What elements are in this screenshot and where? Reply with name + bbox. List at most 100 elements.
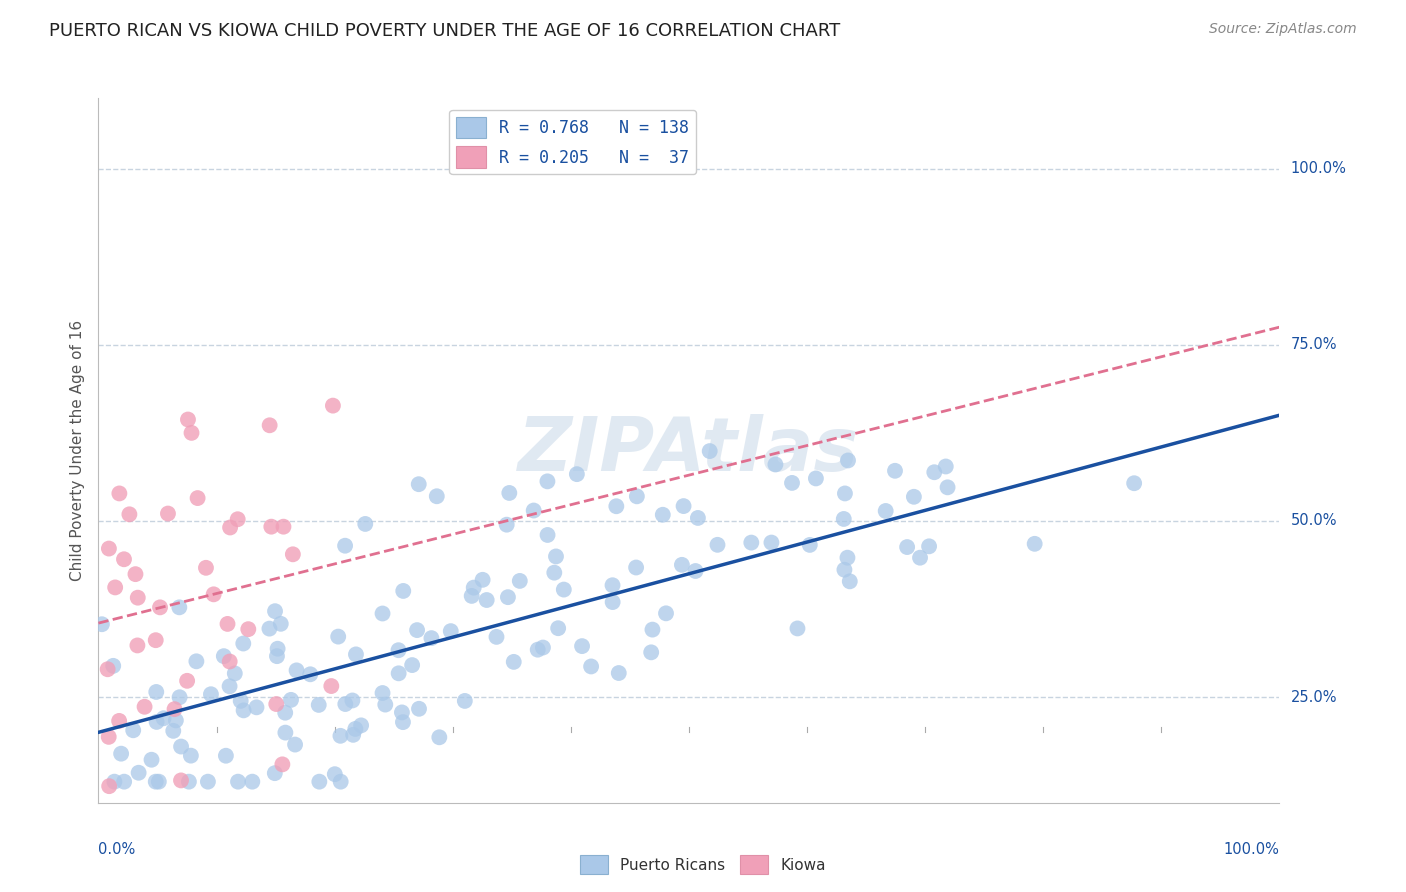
Point <box>212 649 235 664</box>
Point <box>299 667 322 681</box>
Point <box>226 774 249 789</box>
Point <box>875 504 897 518</box>
Point <box>245 700 267 714</box>
Point <box>122 723 145 738</box>
Point <box>408 702 430 716</box>
Point <box>323 767 346 781</box>
Text: 50.0%: 50.0% <box>1291 514 1337 528</box>
Point <box>354 516 377 531</box>
Point <box>308 698 330 712</box>
Point <box>103 658 125 673</box>
Point <box>936 480 959 494</box>
Point <box>218 679 240 693</box>
Point <box>502 655 524 669</box>
Point <box>391 706 413 720</box>
Point <box>371 607 394 621</box>
Point <box>97 541 120 556</box>
Point <box>579 659 602 673</box>
Point <box>264 604 287 618</box>
Text: 100.0%: 100.0% <box>1223 841 1279 856</box>
Point <box>274 725 297 739</box>
Point <box>180 425 202 440</box>
Point <box>605 500 627 514</box>
Point <box>908 550 931 565</box>
Point <box>344 648 367 662</box>
Point <box>177 774 200 789</box>
Point <box>148 774 170 789</box>
Point <box>112 774 135 789</box>
Point <box>156 507 179 521</box>
Point <box>387 643 409 657</box>
Point <box>602 595 624 609</box>
Point <box>215 748 238 763</box>
Point <box>176 673 198 688</box>
Point <box>406 623 429 637</box>
Point <box>699 444 721 458</box>
Point <box>128 765 150 780</box>
Point <box>127 639 149 653</box>
Point <box>804 471 827 485</box>
Point <box>229 694 252 708</box>
Point <box>607 666 630 681</box>
Text: 100.0%: 100.0% <box>1291 161 1347 176</box>
Point <box>374 698 396 712</box>
Point <box>104 581 127 595</box>
Point <box>145 714 167 729</box>
Point <box>308 774 330 789</box>
Point <box>837 453 859 467</box>
Point <box>145 685 167 699</box>
Point <box>162 723 184 738</box>
Point <box>686 511 709 525</box>
Point <box>163 702 186 716</box>
Point <box>145 633 167 648</box>
Point <box>280 693 302 707</box>
Point <box>202 587 225 601</box>
Point <box>169 690 191 705</box>
Point <box>266 649 288 664</box>
Point <box>896 540 918 554</box>
Point <box>565 467 588 482</box>
Point <box>651 508 673 522</box>
Point <box>536 528 558 542</box>
Point <box>471 573 494 587</box>
Point <box>426 489 449 503</box>
Point <box>672 499 695 513</box>
Point <box>110 747 132 761</box>
Point <box>98 779 121 793</box>
Point <box>655 607 678 621</box>
Point <box>401 658 423 673</box>
Point <box>335 697 357 711</box>
Point <box>837 550 859 565</box>
Point <box>333 539 356 553</box>
Point <box>322 399 344 413</box>
Point <box>761 535 783 549</box>
Point <box>170 773 193 788</box>
Point <box>134 699 156 714</box>
Point <box>460 589 482 603</box>
Point <box>832 512 855 526</box>
Point <box>440 624 463 639</box>
Point <box>270 616 292 631</box>
Point <box>918 539 941 553</box>
Point <box>186 654 208 668</box>
Point <box>108 714 131 728</box>
Point <box>108 486 131 500</box>
Point <box>531 640 554 655</box>
Point <box>97 662 120 676</box>
Point <box>463 581 485 595</box>
Point <box>485 630 508 644</box>
Point <box>685 564 707 578</box>
Point <box>240 774 263 789</box>
Point <box>259 418 281 433</box>
Point <box>509 574 531 588</box>
Point <box>217 616 239 631</box>
Point <box>118 508 141 522</box>
Point <box>526 642 548 657</box>
Point <box>671 558 693 572</box>
Legend: Puerto Ricans, Kiowa: Puerto Ricans, Kiowa <box>574 849 832 880</box>
Point <box>454 694 477 708</box>
Text: 75.0%: 75.0% <box>1291 337 1337 352</box>
Text: Source: ZipAtlas.com: Source: ZipAtlas.com <box>1209 22 1357 37</box>
Point <box>475 593 498 607</box>
Y-axis label: Child Poverty Under the Age of 16: Child Poverty Under the Age of 16 <box>69 320 84 581</box>
